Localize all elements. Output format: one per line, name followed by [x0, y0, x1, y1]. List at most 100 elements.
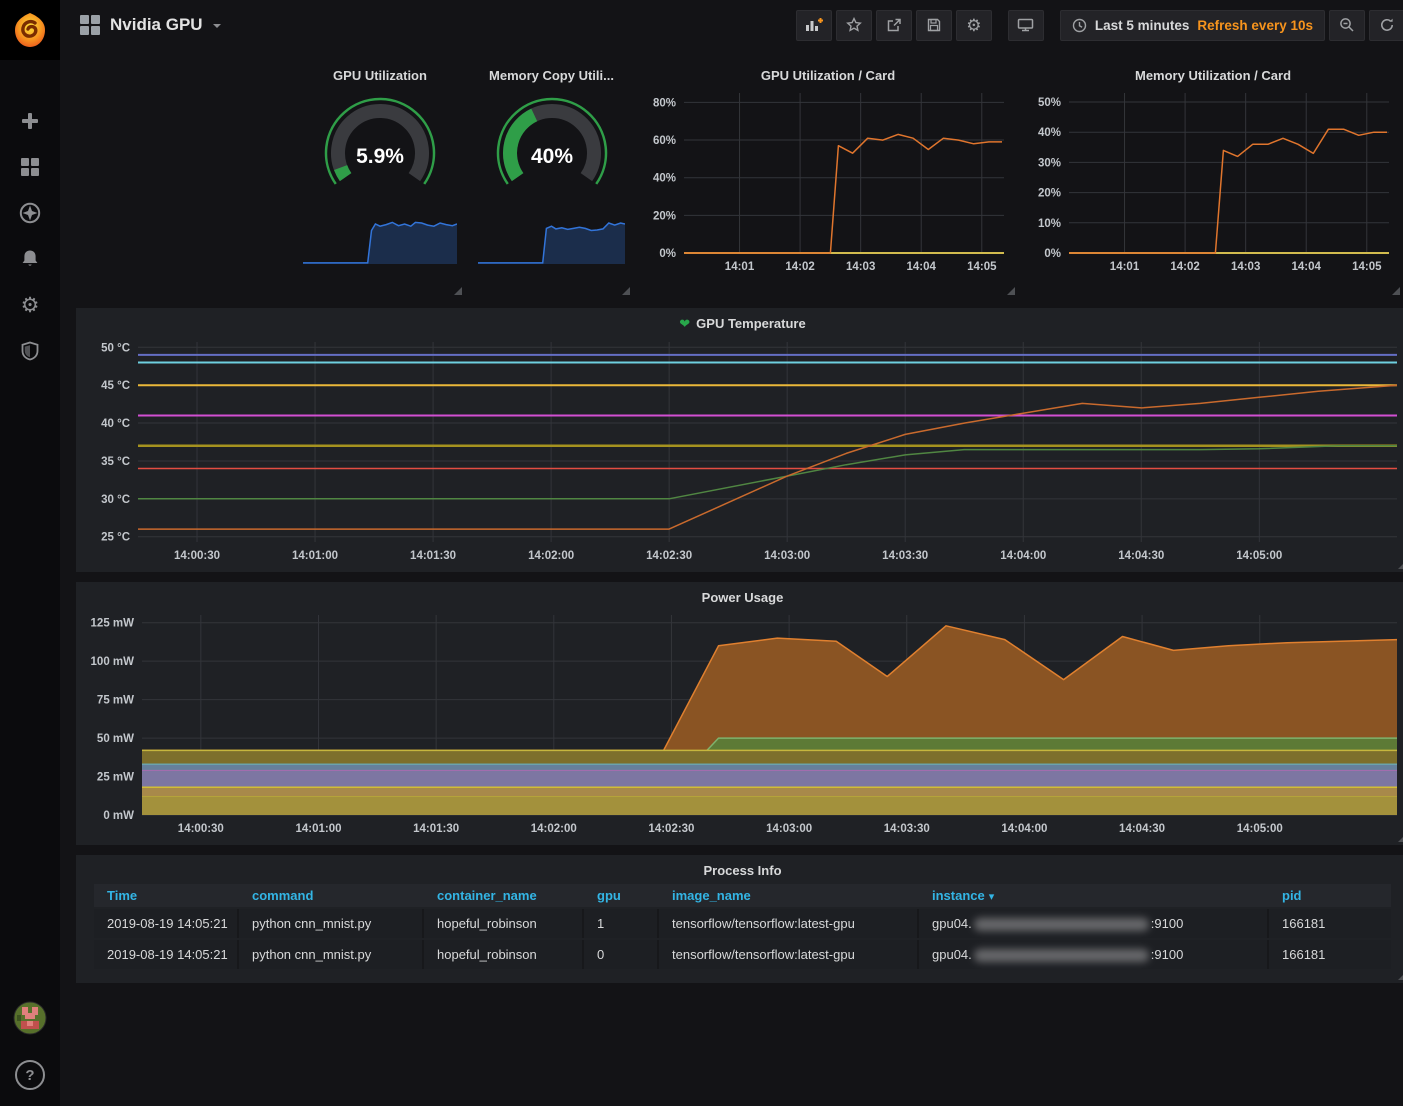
- table-cell: 0: [584, 940, 659, 970]
- panel-resize-handle[interactable]: [1007, 287, 1015, 295]
- svg-text:14:02:30: 14:02:30: [648, 823, 694, 835]
- panel-gpu-utilization-card: GPU Utilization / Card 14:01 14:02 14:03 14…: [638, 60, 1018, 298]
- column-header-Time[interactable]: Time: [94, 884, 239, 907]
- server-admin-shield-icon[interactable]: [19, 340, 41, 362]
- panel-title[interactable]: Memory Copy Utili...: [489, 68, 614, 83]
- power-usage-chart[interactable]: 14:00:30 14:01:00 14:01:30 14:02:00 14:02:30…: [76, 607, 1403, 845]
- svg-text:30 °C: 30 °C: [101, 494, 130, 506]
- table-cell: 166181: [1269, 940, 1391, 970]
- panel-resize-handle[interactable]: [622, 287, 630, 295]
- star-icon: [845, 17, 862, 32]
- svg-text:14:04:30: 14:04:30: [1119, 823, 1165, 835]
- alert-ok-heart-icon: ❤: [679, 316, 691, 331]
- save-icon: [927, 18, 941, 32]
- table-cell: hopeful_robinson: [424, 940, 584, 970]
- panel-resize-handle[interactable]: [1398, 834, 1403, 842]
- svg-text:0%: 0%: [1044, 248, 1061, 260]
- column-header-pid[interactable]: pid: [1269, 884, 1391, 907]
- table-cell: gpu04.:9100: [919, 940, 1269, 970]
- svg-text:14:01:00: 14:01:00: [295, 823, 341, 835]
- column-header-image_name[interactable]: image_name: [659, 884, 919, 907]
- top-navbar: Nvidia GPU: [60, 0, 1403, 50]
- panel-resize-handle[interactable]: [1398, 561, 1403, 569]
- column-header-container_name[interactable]: container_name: [424, 884, 584, 907]
- svg-text:40%: 40%: [530, 145, 572, 168]
- main-area: Nvidia GPU: [60, 0, 1403, 1106]
- help-icon[interactable]: ?: [15, 1060, 45, 1090]
- svg-text:14:04:00: 14:04:00: [1000, 550, 1046, 562]
- add-icon[interactable]: [19, 110, 41, 132]
- svg-text:10%: 10%: [1038, 218, 1061, 230]
- panel-title[interactable]: Process Info: [703, 863, 782, 878]
- user-avatar[interactable]: [13, 1001, 47, 1040]
- panel-title[interactable]: Memory Utilization / Card: [1134, 68, 1292, 83]
- panel-power-usage: Power Usage 14:00:30 14:01:00 14:01:30 14:0…: [76, 582, 1403, 845]
- svg-text:14:02:00: 14:02:00: [528, 550, 574, 562]
- star-button[interactable]: [835, 9, 872, 41]
- alerting-bell-icon[interactable]: [19, 248, 41, 270]
- svg-text:45 °C: 45 °C: [101, 380, 130, 392]
- column-header-instance[interactable]: instance ▾: [919, 884, 1269, 907]
- svg-text:5.9%: 5.9%: [356, 145, 404, 168]
- explore-compass-icon[interactable]: [19, 202, 41, 224]
- panel-memory-utilization-card: Memory Utilization / Card 14:01 14:02 14:0…: [1023, 60, 1403, 298]
- save-button[interactable]: [915, 9, 952, 41]
- memory-utilization-card-chart[interactable]: 14:01 14:02 14:03 14:04 14:05 0% 10% 20% 30% 40% 5…: [1023, 85, 1403, 281]
- table-row: 2019-08-19 14:05:21 python cnn_mnist.py ho…: [94, 909, 1391, 939]
- svg-text:14:01: 14:01: [725, 261, 755, 273]
- svg-text:14:03: 14:03: [1231, 261, 1260, 273]
- panel-gpu-temperature: ❤ GPU Temperature 14:00:30 14:01:00 14:01:3…: [76, 308, 1403, 572]
- configuration-gear-icon[interactable]: ⚙: [20, 293, 40, 317]
- dashboard: GPU Utilization 5.9% Memory Copy Utili..…: [60, 50, 1403, 983]
- share-button[interactable]: [875, 9, 912, 41]
- panel-title[interactable]: GPU Utilization: [333, 68, 427, 83]
- add-panel-button[interactable]: [795, 9, 832, 41]
- svg-text:14:05:00: 14:05:00: [1236, 550, 1282, 562]
- gpu-utilization-card-chart[interactable]: 14:01 14:02 14:03 14:04 14:05 0% 20% 40% 60% 80%: [638, 85, 1018, 281]
- panel-title[interactable]: Power Usage: [701, 590, 784, 605]
- memory-copy-sparkline: [478, 222, 625, 264]
- column-header-gpu[interactable]: gpu: [584, 884, 659, 907]
- dashboard-title-dropdown[interactable]: Nvidia GPU: [80, 15, 221, 35]
- table-cell: hopeful_robinson: [424, 909, 584, 939]
- tv-mode-button[interactable]: [1007, 9, 1044, 41]
- svg-text:14:02: 14:02: [785, 261, 814, 273]
- panel-resize-handle[interactable]: [1392, 287, 1400, 295]
- panel-resize-handle[interactable]: [1398, 972, 1403, 980]
- memory-copy-gauge: 40%: [496, 97, 607, 185]
- dashboard-settings-button[interactable]: ⚙: [955, 9, 992, 41]
- empty-grid-slot: [76, 60, 290, 298]
- svg-text:60%: 60%: [653, 135, 676, 147]
- grafana-flame-icon: [15, 13, 45, 47]
- table-cell: python cnn_mnist.py: [239, 940, 424, 970]
- panel-memory-copy-utilization-gauge: Memory Copy Utili... 40%: [470, 60, 633, 298]
- zoom-out-button[interactable]: [1329, 9, 1365, 41]
- panel-title[interactable]: ❤ GPU Temperature: [76, 308, 1403, 334]
- svg-text:14:01: 14:01: [1110, 261, 1140, 273]
- svg-text:125 mW: 125 mW: [91, 618, 135, 630]
- chevron-down-icon: [212, 23, 221, 32]
- svg-text:100 mW: 100 mW: [91, 656, 135, 668]
- panel-resize-handle[interactable]: [454, 287, 462, 295]
- svg-text:14:02:30: 14:02:30: [646, 550, 692, 562]
- dashboards-icon[interactable]: [19, 156, 41, 178]
- time-picker-button[interactable]: Last 5 minutes Refresh every 10s: [1059, 9, 1325, 41]
- clock-icon: [1072, 18, 1087, 32]
- column-header-command[interactable]: command: [239, 884, 424, 907]
- time-range-label: Last 5 minutes: [1094, 17, 1190, 33]
- svg-text:20%: 20%: [1038, 188, 1061, 200]
- sidebar-bottom: ?: [13, 1001, 47, 1090]
- refresh-button[interactable]: [1369, 9, 1403, 41]
- grafana-logo[interactable]: [0, 0, 60, 60]
- svg-text:0%: 0%: [659, 248, 676, 260]
- table-cell: gpu04.:9100: [919, 909, 1269, 939]
- svg-text:40 °C: 40 °C: [101, 418, 130, 430]
- gpu-temperature-chart[interactable]: 14:00:30 14:01:00 14:01:30 14:02:00 14:02:30…: [76, 334, 1403, 572]
- redacted-hostname: [973, 949, 1149, 963]
- svg-text:35 °C: 35 °C: [101, 456, 130, 468]
- refresh-icon: [1381, 18, 1393, 31]
- panel-title[interactable]: GPU Utilization / Card: [760, 68, 896, 83]
- svg-text:14:03:30: 14:03:30: [882, 550, 928, 562]
- svg-text:14:02:00: 14:02:00: [531, 823, 577, 835]
- svg-text:14:01:30: 14:01:30: [410, 550, 456, 562]
